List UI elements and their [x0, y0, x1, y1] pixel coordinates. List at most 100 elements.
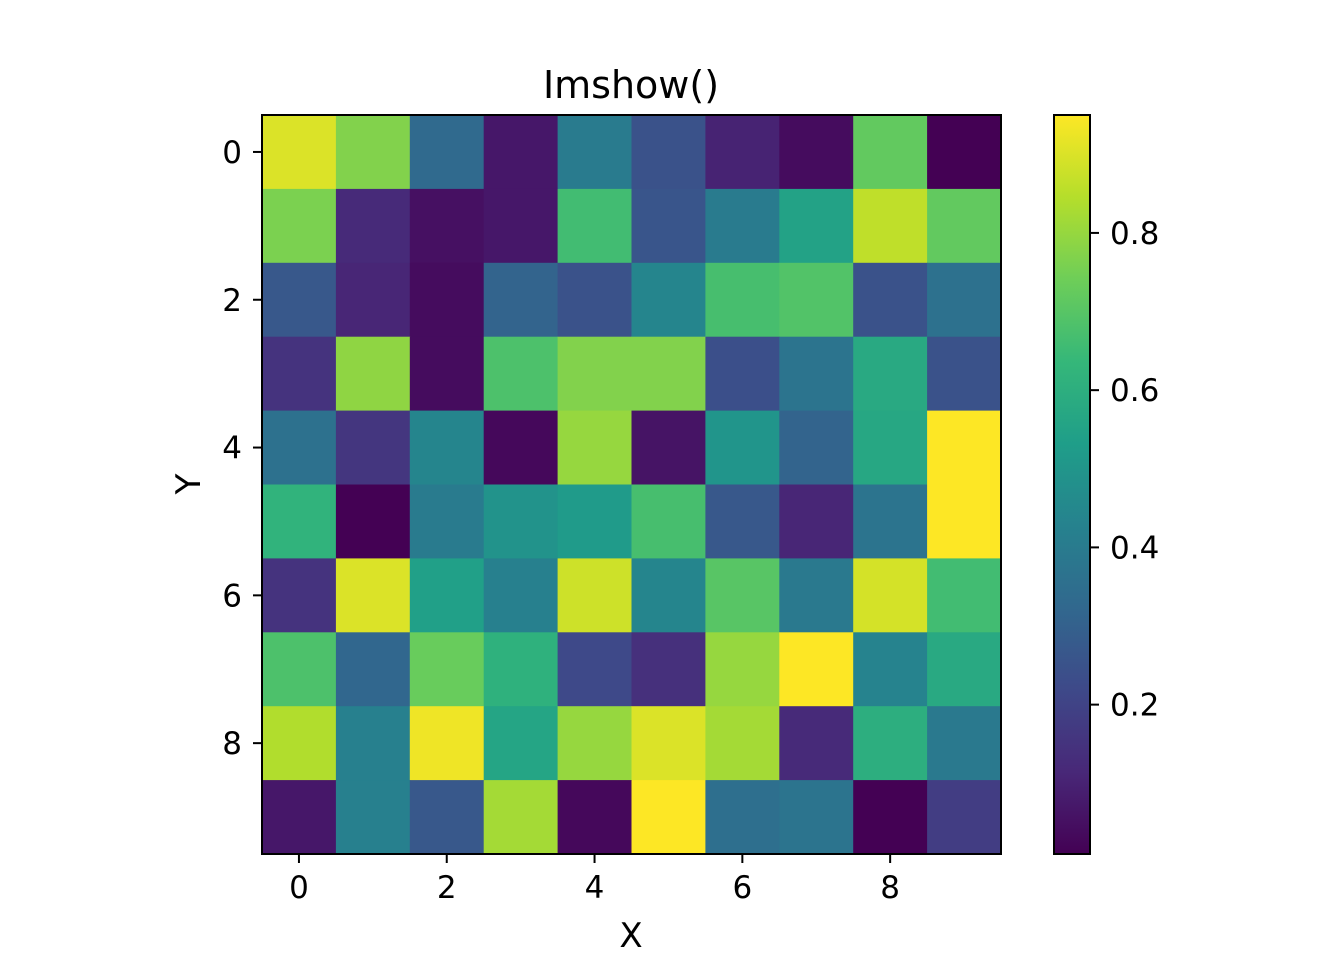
heatmap-cell-r1-c0 [262, 188, 337, 264]
y-tick-label: 2 [222, 283, 242, 319]
heatmap-cell-r6-c7 [779, 558, 854, 633]
heatmap-cell-r0-c8 [853, 115, 928, 190]
heatmap-cell-r0-c0 [262, 115, 337, 190]
heatmap-cell-r7-c2 [409, 632, 485, 707]
chart-title: Imshow() [543, 63, 719, 107]
heatmap-cell-r9-c5 [631, 780, 706, 855]
heatmap-cell-r7-c0 [262, 632, 337, 707]
heatmap-cell-r9-c8 [853, 780, 928, 855]
heatmap-cell-r7-c5 [631, 632, 706, 707]
heatmap-cell-r2-c5 [631, 262, 706, 338]
heatmap-cell-r6-c6 [705, 558, 780, 633]
heatmap-cell-r5-c2 [409, 484, 485, 559]
heatmap-cell-r2-c3 [483, 262, 559, 338]
heatmap-cell-r4-c6 [705, 410, 780, 485]
heatmap-cell-r4-c0 [262, 410, 337, 485]
heatmap-cell-r2-c6 [705, 262, 780, 338]
heatmap-cell-r9-c1 [335, 780, 411, 855]
heatmap-cell-r2-c7 [779, 262, 854, 338]
heatmap-cell-r6-c1 [335, 558, 411, 633]
colorbar [1053, 114, 1091, 855]
y-axis-ticks: 0 2 4 6 8 [222, 135, 262, 762]
heatmap-cell-r6-c3 [483, 558, 559, 633]
heatmap-cell-r7-c8 [853, 632, 928, 707]
heatmap-cell-r1-c9 [927, 188, 1002, 264]
heatmap-cell-r7-c4 [557, 632, 632, 707]
heatmap-cell-r2-c1 [335, 262, 411, 338]
heatmap-cell-r0-c6 [705, 115, 780, 190]
heatmap-cell-r3-c9 [927, 336, 1002, 412]
heatmap-cell-r8-c3 [483, 706, 559, 781]
heatmap-cell-r2-c2 [409, 262, 485, 338]
heatmap-cell-r4-c8 [853, 410, 928, 485]
x-tick-label: 8 [880, 870, 900, 906]
heatmap-cell-r1-c2 [409, 188, 485, 264]
y-tick-label: 8 [222, 726, 242, 762]
heatmap-cell-r1-c6 [705, 188, 780, 264]
heatmap-cell-r8-c9 [927, 706, 1002, 781]
colorbar-tick-label: 0.6 [1110, 373, 1159, 409]
heatmap-cell-r3-c3 [483, 336, 559, 412]
x-tick-label: 2 [437, 870, 457, 906]
heatmap-cell-r4-c3 [483, 410, 559, 485]
heatmap-cell-r0-c1 [335, 115, 411, 190]
heatmap-cell-r9-c7 [779, 780, 854, 855]
heatmap-cell-r0-c2 [409, 115, 485, 190]
heatmap-cell-r0-c7 [779, 115, 854, 190]
heatmap-cell-r8-c1 [335, 706, 411, 781]
heatmap-cell-r6-c9 [927, 558, 1002, 633]
heatmap-cell-r7-c1 [335, 632, 411, 707]
heatmap-cell-r6-c2 [409, 558, 485, 633]
heatmap-cell-r5-c5 [631, 484, 706, 559]
heatmap-cell-r6-c5 [631, 558, 706, 633]
heatmap-cell-r9-c3 [483, 780, 559, 855]
heatmap-cell-r4-c4 [557, 410, 632, 485]
heatmap-cell-r7-c3 [483, 632, 559, 707]
heatmap-cell-r3-c2 [409, 336, 485, 412]
heatmap-cell-r0-c9 [927, 115, 1002, 190]
heatmap-cell-r7-c7 [779, 632, 854, 707]
heatmap-cell-r4-c9 [927, 410, 1002, 485]
heatmap-cell-r5-c0 [262, 484, 337, 559]
colorbar-tick-label: 0.2 [1110, 688, 1159, 724]
heatmap-cell-r6-c0 [262, 558, 337, 633]
heatmap-cell-r8-c6 [705, 706, 780, 781]
colorbar-tick-label: 0.4 [1110, 530, 1159, 566]
plot-frame [261, 114, 1002, 855]
heatmap-cell-r4-c2 [409, 410, 485, 485]
heatmap-cell-r4-c7 [779, 410, 854, 485]
heatmap-cell-r7-c6 [705, 632, 780, 707]
heatmap-cell-r0-c4 [557, 115, 632, 190]
heatmap-cell-r3-c1 [335, 336, 411, 412]
heatmap-cell-r0-c5 [631, 115, 706, 190]
heatmap-cell-r2-c9 [927, 262, 1002, 338]
x-tick-label: 0 [289, 870, 309, 906]
heatmap-cell-r1-c8 [853, 188, 928, 264]
heatmap-cell-r9-c9 [927, 780, 1002, 855]
heatmap-cell-r3-c7 [779, 336, 854, 412]
heatmap-cell-r4-c5 [631, 410, 706, 485]
colorbar-tick-label: 0.8 [1110, 216, 1159, 252]
heatmap-cell-r9-c6 [705, 780, 780, 855]
colorbar-ticks: 0.2 0.4 0.6 0.8 [1090, 216, 1159, 724]
y-axis-label: Y [169, 473, 209, 495]
heatmap-cell-r1-c7 [779, 188, 854, 264]
heatmap-cell-r5-c1 [335, 484, 411, 559]
heatmap-cell-r6-c4 [557, 558, 632, 633]
heatmap-cell-r5-c9 [927, 484, 1002, 559]
heatmap-cell-r3-c5 [631, 336, 706, 412]
heatmap-cell-r3-c4 [557, 336, 632, 412]
heatmap-cell-r8-c2 [409, 706, 485, 781]
y-tick-label: 0 [222, 135, 242, 171]
x-tick-label: 6 [732, 870, 752, 906]
y-tick-label: 6 [222, 578, 242, 614]
heatmap-cell-r2-c0 [262, 262, 337, 338]
heatmap-cell-r1-c5 [631, 188, 706, 264]
heatmap-cell-r5-c7 [779, 484, 854, 559]
heatmap-cell-r1-c3 [483, 188, 559, 264]
y-tick-label: 4 [222, 431, 242, 467]
heatmap-cell-r8-c0 [262, 706, 337, 781]
heatmap-cell-r8-c4 [557, 706, 632, 781]
heatmap-cell-r3-c8 [853, 336, 928, 412]
